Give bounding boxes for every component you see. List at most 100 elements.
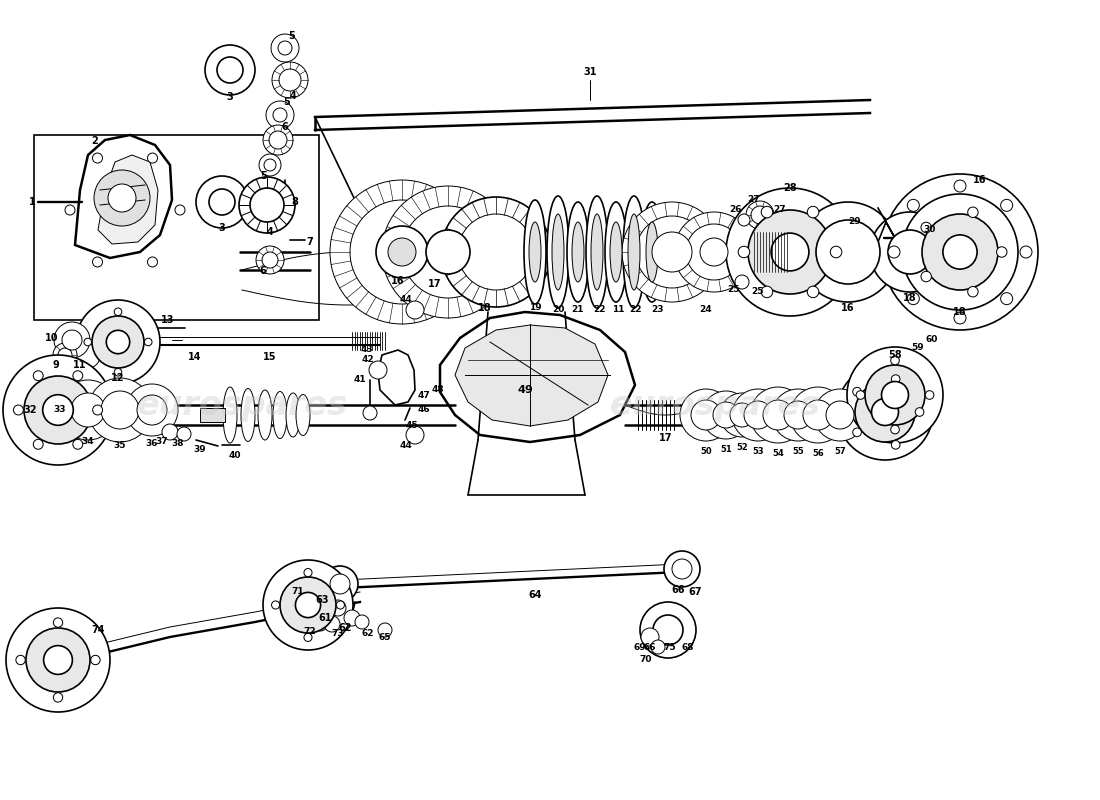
Text: 75: 75 [663,642,676,651]
Circle shape [15,655,25,665]
Circle shape [76,300,160,384]
Text: 59: 59 [912,343,924,353]
Circle shape [205,45,255,95]
Circle shape [279,69,301,91]
Circle shape [264,159,276,171]
Circle shape [640,602,696,658]
Text: 29: 29 [849,218,861,226]
Circle shape [664,551,700,587]
Circle shape [92,153,102,163]
Circle shape [304,569,312,577]
Circle shape [337,601,344,609]
Text: 63: 63 [316,595,329,605]
Text: 11: 11 [612,306,625,314]
Text: 53: 53 [752,446,763,455]
Circle shape [73,370,82,381]
Circle shape [1001,199,1013,211]
Circle shape [1001,293,1013,305]
Polygon shape [98,155,158,244]
Text: 68: 68 [682,643,694,653]
Text: 62: 62 [362,629,374,638]
Text: 73: 73 [332,630,344,638]
Circle shape [852,428,861,437]
Circle shape [653,615,683,645]
Circle shape [250,188,284,222]
Text: 72: 72 [304,627,317,637]
Circle shape [239,177,295,233]
Circle shape [814,389,866,441]
Text: 10: 10 [45,333,58,343]
Circle shape [891,375,900,383]
Text: 43: 43 [361,346,373,354]
Text: 54: 54 [772,449,784,458]
Circle shape [33,370,43,381]
Ellipse shape [623,196,645,308]
Circle shape [296,592,320,618]
Circle shape [830,246,842,258]
Circle shape [382,186,514,318]
Text: 45: 45 [406,421,418,430]
Text: 21: 21 [572,306,584,314]
Text: 41: 41 [354,375,366,385]
Circle shape [406,426,424,444]
Circle shape [807,206,818,218]
Text: 1: 1 [29,197,35,207]
Circle shape [826,401,854,429]
Circle shape [702,391,750,439]
Circle shape [322,566,358,602]
Ellipse shape [586,196,608,308]
Circle shape [738,246,750,258]
Text: 18: 18 [478,303,492,313]
Text: 37: 37 [156,438,168,446]
Circle shape [925,390,934,399]
Circle shape [280,577,336,633]
Circle shape [784,401,812,429]
Circle shape [674,212,754,292]
Ellipse shape [241,389,255,442]
Text: 26: 26 [728,206,741,214]
Circle shape [761,286,772,298]
Text: 62: 62 [339,623,352,633]
Circle shape [406,301,424,319]
Circle shape [72,393,104,427]
Circle shape [738,214,750,226]
Ellipse shape [605,202,627,302]
Circle shape [376,226,428,278]
Text: 4: 4 [289,91,296,101]
Circle shape [330,600,346,616]
Text: 66: 66 [671,585,684,595]
Text: 52: 52 [736,442,748,451]
Circle shape [847,347,943,443]
Text: 55: 55 [792,446,804,455]
Circle shape [790,387,846,443]
Circle shape [771,233,808,271]
Circle shape [24,376,92,444]
Circle shape [65,205,75,215]
Text: 25: 25 [750,287,763,297]
Ellipse shape [524,200,546,304]
Circle shape [621,202,722,302]
Circle shape [870,212,950,292]
Text: 50: 50 [701,446,712,455]
Circle shape [837,364,933,460]
Circle shape [114,369,122,376]
Text: 12: 12 [111,373,124,383]
Circle shape [888,230,932,274]
Text: 9: 9 [53,360,59,370]
Text: 60: 60 [926,335,938,345]
Circle shape [458,214,534,290]
Circle shape [641,628,659,646]
Circle shape [162,424,178,440]
Text: 17: 17 [428,279,442,289]
Text: 57: 57 [834,446,846,455]
Text: 3: 3 [219,223,225,233]
Circle shape [881,382,909,409]
Text: 71: 71 [292,587,305,597]
Circle shape [720,393,764,437]
Text: 61: 61 [318,613,332,623]
Circle shape [954,180,966,192]
Circle shape [968,207,978,218]
Text: 49: 49 [517,385,532,395]
Circle shape [13,405,23,415]
Circle shape [768,213,792,237]
